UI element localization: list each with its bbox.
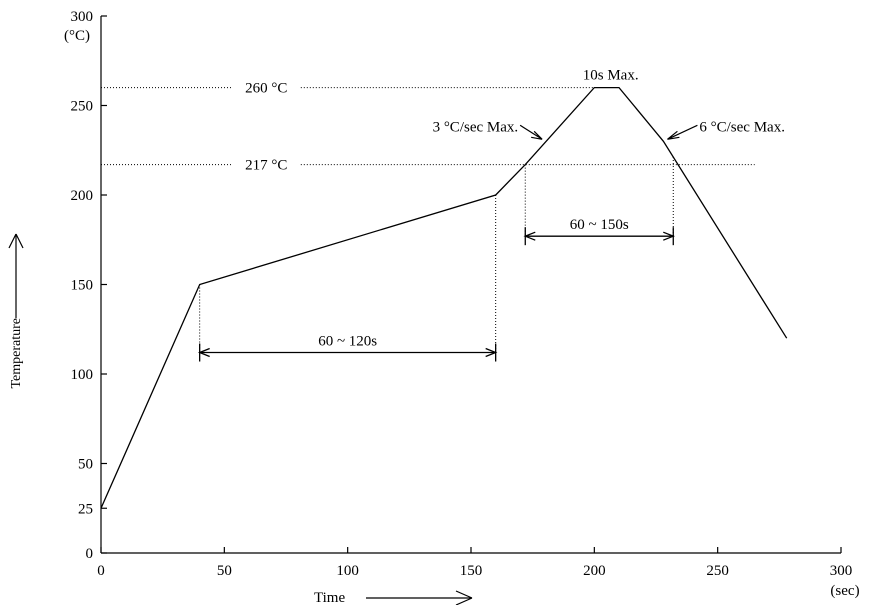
x-tick-label: 0 — [97, 563, 105, 579]
ramp-up-leader-line — [519, 124, 543, 140]
y-tick-label: 300 — [71, 9, 94, 25]
y-axis-unit: (°C) — [64, 28, 90, 44]
x-ticks: 0 50 100 150 200 250 300 — [97, 547, 852, 579]
interval-arrow-right — [663, 231, 676, 241]
x-tick-label: 250 — [706, 563, 729, 579]
y-tick-label: 0 — [86, 546, 94, 562]
annotations: 10s Max. 3 °C/sec Max. 6 °C/sec Max. — [433, 68, 785, 140]
y-tick-label: 50 — [78, 457, 93, 473]
ramp-down-leader-line — [667, 124, 698, 140]
reference-lines: 260 °C 217 °C — [101, 81, 755, 174]
x-axis-unit: (sec) — [830, 583, 859, 599]
y-tick-label: 100 — [71, 367, 94, 383]
x-axis-title: Time — [314, 590, 473, 605]
interval-arrow-left — [523, 231, 536, 241]
x-tick-label: 300 — [830, 563, 853, 579]
y-tick-label: 200 — [71, 188, 94, 204]
ramp-down-rate-annotation: 6 °C/sec Max. — [699, 119, 785, 135]
reference-line-label: 260 °C — [245, 81, 287, 97]
y-tick-label: 25 — [78, 501, 93, 517]
ramp-up-rate-annotation: 3 °C/sec Max. — [433, 119, 519, 135]
interval-label: 60 ~ 120s — [318, 334, 377, 350]
y-ticks: 0 25 50 100 150 200 250 300 — [71, 9, 107, 562]
y-tick-label: 150 — [71, 278, 94, 294]
axes — [100, 16, 841, 554]
interval-label: 60 ~ 150s — [570, 217, 629, 233]
interval-arrow-right — [485, 347, 498, 358]
x-tick-label: 150 — [460, 563, 483, 579]
temperature-profile-line — [100, 86, 788, 509]
x-tick-label: 50 — [217, 563, 232, 579]
y-axis-label: Temperature — [9, 318, 24, 389]
x-axis-label: Time — [314, 590, 345, 605]
peak-duration-annotation: 10s Max. — [583, 68, 639, 84]
reference-line-label: 217 °C — [245, 158, 287, 174]
y-axis-title: Temperature — [8, 233, 24, 389]
y-axis-arrow-head — [8, 233, 24, 249]
x-tick-label: 100 — [336, 563, 359, 579]
x-axis-arrow-head — [455, 590, 473, 605]
profile-points — [101, 88, 787, 509]
interval-markers: 60 ~ 120s 60 ~ 150s — [197, 157, 676, 362]
y-tick-label: 250 — [71, 99, 94, 115]
interval-arrow-left — [197, 347, 210, 358]
x-tick-label: 200 — [583, 563, 606, 579]
